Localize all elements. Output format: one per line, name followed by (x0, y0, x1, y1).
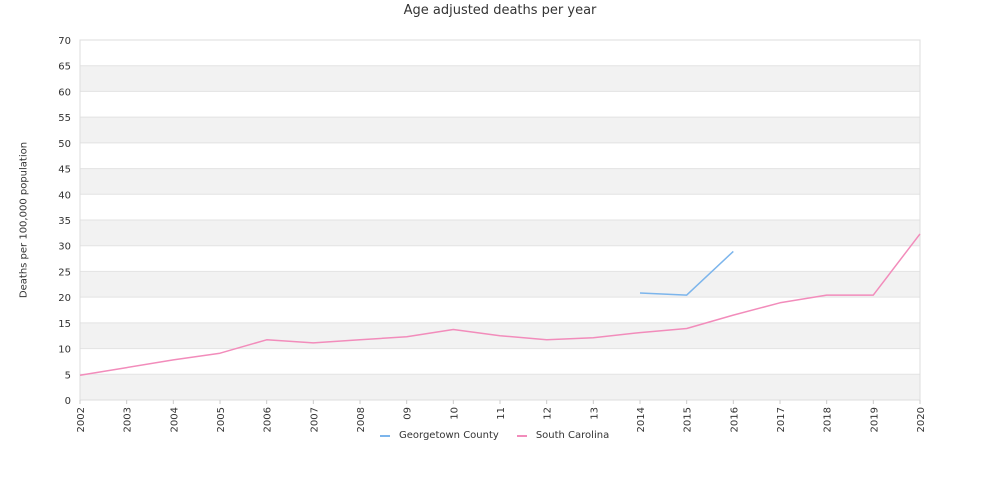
grid-band (80, 220, 920, 246)
y-tick-label: 20 (58, 293, 71, 304)
y-tick-label: 25 (58, 267, 71, 278)
y-tick-label: 55 (58, 113, 71, 124)
y-tick-label: 15 (58, 319, 71, 330)
grid-band (80, 348, 920, 375)
y-tick-label: 40 (58, 190, 71, 201)
legend-label: South Carolina (535, 430, 610, 441)
legend-item[interactable]: South Carolina (516, 430, 610, 441)
x-tick-label: 2018 (823, 407, 834, 432)
x-tick-label: 13 (589, 407, 600, 420)
x-tick-label: 2005 (216, 407, 227, 432)
x-tick-label: 2016 (729, 407, 740, 432)
x-tick-label: 2007 (309, 407, 320, 432)
grid-band (80, 245, 920, 272)
y-tick-label: 0 (65, 396, 71, 407)
legend: Georgetown County South Carolina (380, 430, 609, 441)
grid-band (80, 40, 920, 66)
y-tick-label: 50 (58, 139, 71, 150)
grid-band (80, 142, 920, 169)
y-tick-label: 10 (58, 345, 71, 356)
x-tick-label: 12 (543, 407, 554, 420)
grid-band (80, 65, 920, 92)
series-line-south-carolina (79, 233, 921, 377)
y-tick-label: 45 (58, 165, 71, 176)
x-tick-label: 09 (403, 407, 414, 420)
grid-band (80, 271, 920, 298)
x-tick-label: 2006 (263, 407, 274, 432)
x-tick-label: 2004 (169, 407, 180, 432)
y-tick-label: 60 (58, 87, 71, 98)
legend-item[interactable]: Georgetown County (380, 430, 499, 441)
x-tick-label: 2003 (123, 407, 134, 432)
chart-title: Age adjusted deaths per year (403, 3, 597, 18)
legend-swatch (380, 434, 390, 437)
grid-band (80, 194, 920, 220)
grid-band (80, 168, 920, 195)
x-tick-label: 2017 (776, 407, 787, 432)
y-tick-label: 65 (58, 62, 71, 73)
grid-band (80, 91, 920, 118)
x-tick-label: 2015 (683, 407, 694, 432)
y-tick-label: 5 (65, 370, 71, 381)
y-tick-label: 35 (58, 216, 71, 227)
grid-band (80, 117, 920, 143)
x-tick-label: 10 (449, 407, 460, 420)
x-tick-label: 2014 (636, 407, 647, 432)
y-tick-label: 70 (58, 36, 71, 47)
y-tick-label: 30 (58, 242, 71, 253)
x-tick-label: 2008 (356, 407, 367, 432)
grid-band (80, 297, 920, 323)
x-tick-label: 2020 (916, 407, 927, 432)
x-tick-label: 2002 (76, 407, 87, 432)
x-tick-label: 11 (496, 407, 507, 420)
legend-swatch (516, 434, 527, 437)
series-line-georgetown-county (639, 250, 734, 296)
x-tick-label: 2019 (869, 407, 880, 432)
legend-label: Georgetown County (399, 430, 499, 441)
grid-band (80, 374, 920, 400)
